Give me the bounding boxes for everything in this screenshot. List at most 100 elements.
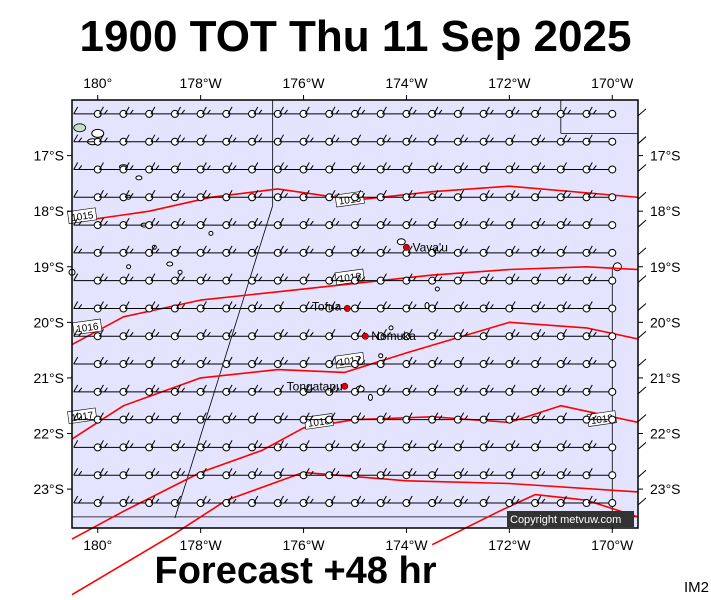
wind-barb	[587, 412, 617, 424]
isobar-label: 1016	[72, 318, 103, 335]
wind-barb	[382, 356, 411, 369]
wind-barb	[382, 467, 411, 480]
wind-barb	[562, 328, 591, 341]
wind-barb	[433, 440, 462, 452]
map-background	[72, 100, 638, 528]
wind-barb	[587, 273, 617, 285]
wind-barb	[304, 495, 334, 507]
place-label: Vava'u	[412, 240, 447, 254]
wind-barb-edge	[637, 469, 647, 478]
wind-barb	[536, 273, 565, 285]
place-label: Tongatapu	[287, 379, 343, 393]
wind-barb	[356, 467, 385, 480]
wind-barb	[433, 467, 462, 480]
wind-barb	[587, 245, 617, 257]
wind-barb	[253, 301, 282, 313]
isobar-label-box	[67, 207, 98, 224]
wind-barb	[124, 412, 154, 424]
lat-tick-label-left: 19°S	[33, 259, 64, 275]
lon-tick-label-bottom: 176°W	[282, 537, 325, 553]
wind-barb	[99, 134, 128, 146]
wind-barb	[562, 467, 591, 480]
wind-barb	[99, 301, 128, 313]
wind-barb	[279, 273, 308, 285]
places: Vava'u Tofua Nomuka Tongatapu	[287, 240, 448, 393]
place-marker	[403, 243, 410, 251]
wind-barb	[330, 328, 359, 341]
wind-barb	[587, 440, 617, 452]
wind-barb	[330, 217, 359, 230]
wind-barb-edge	[637, 442, 647, 450]
wind-barb	[536, 384, 565, 396]
wind-barb	[356, 245, 385, 257]
wind-barb	[407, 440, 437, 452]
lat-tick-label-right: 20°S	[650, 314, 681, 330]
lat-tick-label-right: 23°S	[650, 481, 681, 497]
wind-barb	[176, 495, 205, 507]
wind-barb-edge	[637, 247, 647, 256]
wind-barb	[99, 106, 128, 118]
wind-barb	[587, 301, 617, 313]
wind-barb-edge	[637, 108, 647, 117]
isobar-1020	[431, 493, 639, 546]
wind-barb	[201, 440, 231, 452]
wind-barb	[407, 273, 437, 285]
wind-barb	[201, 190, 231, 202]
wind-barb	[407, 134, 437, 146]
wind-barb	[99, 384, 128, 396]
wind-barb	[562, 245, 591, 257]
wind-barb	[484, 134, 514, 146]
wind-barb-edge	[637, 136, 647, 145]
wind-barb	[304, 217, 334, 230]
lon-tick-label-top: 178°W	[180, 75, 223, 91]
isobar-1015	[71, 185, 639, 224]
wind-barbs	[73, 106, 647, 507]
wind-barb	[150, 217, 179, 230]
wind-barb	[407, 328, 437, 341]
wind-barb	[279, 134, 308, 146]
wind-barb	[459, 412, 488, 424]
wind-barb	[99, 273, 128, 285]
wind-barb	[407, 384, 437, 396]
wind-barb	[304, 440, 334, 452]
island	[166, 261, 174, 267]
wind-barb	[562, 106, 591, 118]
wind-barb	[176, 328, 205, 341]
lat-tick-label-left: 20°S	[33, 314, 64, 330]
lat-tick-label-right: 17°S	[650, 148, 681, 164]
wind-barb	[382, 384, 411, 396]
map-frame	[72, 100, 638, 528]
wind-barb	[124, 384, 154, 396]
island	[388, 325, 394, 331]
wind-barb	[356, 384, 385, 396]
wind-barb	[99, 412, 128, 424]
wind-barb	[382, 495, 411, 507]
lon-tick-label-bottom: 174°W	[385, 537, 428, 553]
lon-tick-label-bottom: 178°W	[180, 537, 223, 553]
wind-barb	[433, 273, 462, 285]
wind-barb	[407, 495, 437, 507]
lat-tick-label-left: 22°S	[33, 426, 64, 442]
wind-barb	[382, 440, 411, 452]
wind-barb	[279, 245, 308, 257]
lat-tick-label-right: 18°S	[650, 203, 681, 219]
wind-barb	[304, 412, 334, 424]
place-label: Tofua	[312, 299, 342, 313]
wind-barb	[73, 412, 102, 424]
wind-barb	[356, 440, 385, 452]
map-border	[71, 99, 639, 529]
wind-barb	[279, 440, 308, 452]
wind-barb	[587, 162, 617, 174]
wind-barb	[510, 495, 540, 507]
wind-barb-edge	[637, 219, 647, 228]
wind-barb	[124, 301, 154, 313]
wind-barb	[562, 134, 591, 146]
wind-barb	[484, 106, 514, 118]
wind-barb	[201, 217, 231, 230]
wind-barb	[484, 162, 514, 174]
wind-barb	[356, 301, 385, 313]
wind-barb	[587, 134, 617, 146]
lon-tick-label-bottom: 180°	[83, 537, 112, 553]
axis-ticks: 180° 180° 178°W 178°W 176°W 176°W 174°W 174°W 17…	[33, 75, 680, 553]
